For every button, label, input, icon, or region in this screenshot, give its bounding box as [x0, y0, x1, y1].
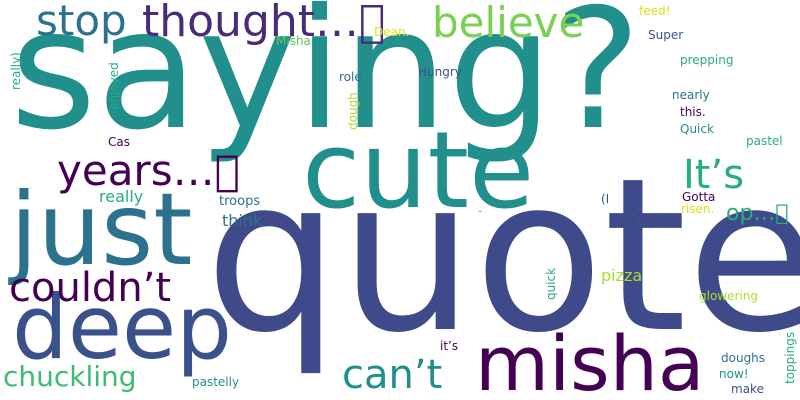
word-dean: Dean.	[374, 25, 410, 39]
word-dough: dough	[346, 92, 360, 130]
word-hungry: Hungry	[418, 65, 462, 79]
word-misha-small: Misha	[276, 34, 311, 48]
word-cas: Cas	[108, 135, 130, 149]
word-i-paren: (I	[601, 192, 610, 206]
word-stop: stop	[36, 0, 127, 45]
word-thought: thought… 	[142, 0, 386, 47]
word-this: this.	[680, 105, 706, 119]
word-op: op… 	[726, 201, 789, 226]
word-years: years… 	[57, 146, 240, 195]
word-now: now!	[719, 367, 749, 381]
word-dash: -	[478, 204, 483, 218]
word-role: role	[339, 70, 362, 84]
word-risen: risen.	[681, 202, 715, 216]
word-gotta: Gotta	[682, 190, 716, 204]
word-eight: 8	[622, 197, 644, 237]
word-super: Super	[648, 28, 684, 42]
word-misha: misha	[475, 319, 705, 400]
word-really-mid: really	[99, 187, 144, 206]
word-chuckling: chuckling	[3, 360, 137, 393]
word-quick-lower: quick	[544, 267, 558, 300]
word-pizza: pizza	[601, 266, 643, 285]
word-couldnt: couldn’t	[9, 265, 172, 311]
word-prepping: prepping	[680, 53, 734, 67]
word-troops: troops	[219, 194, 261, 209]
word-cant: can’t	[342, 352, 443, 398]
word-make: make	[731, 382, 764, 396]
word-believe: believe	[432, 0, 585, 47]
word-quick-cap: Quick	[680, 122, 714, 136]
word-just: just	[10, 171, 193, 288]
word-toppings: toppings	[783, 331, 797, 384]
word-think: think	[222, 211, 263, 230]
word-pastelly: pastelly	[192, 375, 240, 389]
word-its-small: it’s	[440, 339, 459, 353]
word-pastel: pastel	[746, 134, 783, 148]
word-glowering: glowering	[699, 289, 758, 303]
word-deep: deep	[12, 276, 232, 379]
word-doughs: doughs	[721, 351, 766, 365]
word-its-large: It’s	[683, 152, 745, 198]
word-quote: quote	[205, 132, 800, 379]
word-cute: cute	[302, 109, 535, 232]
word-really-paren: really)	[9, 52, 23, 90]
word-feed: feed!	[639, 4, 671, 18]
word-nearly: nearly	[672, 88, 710, 102]
word-saying: saying?	[10, 0, 642, 167]
word-enjoyed: enjoyed	[107, 62, 121, 110]
